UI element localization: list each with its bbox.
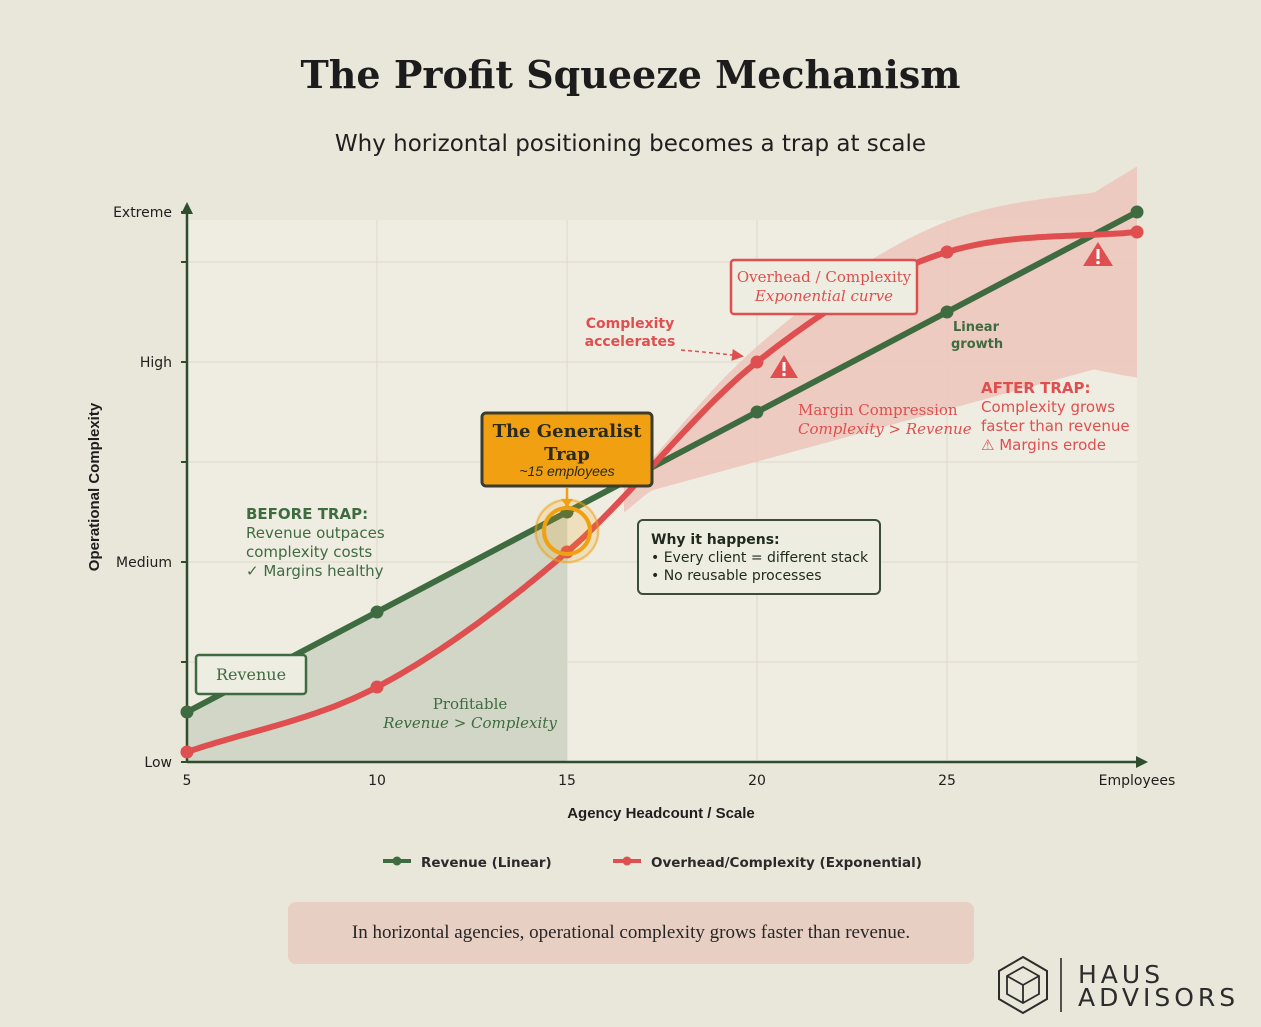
after-heading: AFTER TRAP: (981, 379, 1091, 397)
x-ticks: 5 10 15 20 25 Employees (183, 773, 1176, 789)
profitable-zone (187, 512, 567, 762)
overhead-point (1130, 225, 1144, 239)
y-tick-label: High (140, 355, 172, 371)
why-line-1: • Every client = different stack (651, 550, 869, 566)
revenue-label: Revenue (216, 665, 286, 684)
legend-marker (392, 856, 402, 866)
margin-compression-band (624, 166, 1137, 513)
y-axis-label: Operational Complexity (86, 402, 103, 571)
x-tick-label: 5 (183, 773, 192, 789)
y-tick-label: Medium (116, 555, 172, 571)
trap-title: The Generalist (493, 421, 643, 442)
complexity-accelerates-note: Complexity accelerates (585, 316, 676, 350)
y-ticks: Low Medium High Extreme (113, 205, 187, 771)
linear-line-2: growth (951, 337, 1003, 352)
profitable-label: Profitable Revenue > Complexity (382, 695, 557, 732)
overhead-label-box: Overhead / Complexity Exponential curve (729, 258, 919, 316)
x-axis-label: Agency Headcount / Scale (567, 805, 755, 822)
linear-growth-label: Linear growth (951, 320, 1003, 352)
before-line-3: ✓ Margins healthy (246, 562, 384, 580)
series-line-revenue (184, 209, 1140, 715)
x-tick-label: 15 (558, 773, 576, 789)
page-title: The Profit Squeeze Mechanism (300, 52, 961, 97)
trap-subtitle: ~15 employees (519, 463, 614, 479)
legend: Revenue (Linear) Overhead/Complexity (Exp… (383, 855, 922, 871)
legend-label: Revenue (Linear) (421, 855, 552, 871)
y-tick-label: Extreme (113, 205, 172, 221)
warning-icon (770, 355, 798, 378)
overhead-point (750, 355, 764, 369)
revenue-label-box: Revenue (194, 653, 308, 696)
overhead-point (370, 680, 384, 694)
overhead-point (180, 745, 194, 759)
series-line-overhead (184, 229, 1140, 755)
profitable-line-1: Profitable (433, 695, 508, 713)
revenue-point (940, 305, 954, 319)
overhead-point (940, 245, 954, 259)
footer-message: In horizontal agencies, operational comp… (288, 902, 974, 964)
revenue-point (1130, 205, 1144, 219)
logo-text-haus: HAUS (1078, 960, 1165, 989)
complexity-line-1: Complexity (586, 316, 674, 332)
before-line-1: Revenue outpaces (246, 524, 385, 542)
trap-marker (534, 488, 600, 564)
y-tick-label: Low (144, 755, 172, 771)
after-line-2: faster than revenue (981, 417, 1130, 435)
trap-callout: The Generalist Trap ~15 employees (480, 411, 654, 488)
why-heading: Why it happens: (651, 532, 780, 548)
page-subtitle: Why horizontal positioning becomes a tra… (334, 131, 927, 157)
before-heading: BEFORE TRAP: (246, 505, 368, 523)
x-tick-label: 20 (748, 773, 766, 789)
overhead-box-line-1: Overhead / Complexity (737, 268, 912, 286)
margin-compression-label: Margin Compression Complexity > Revenue (798, 401, 972, 438)
hexagon-cube-icon (998, 955, 1062, 1015)
after-line-1: Complexity grows (981, 398, 1115, 416)
revenue-point (370, 605, 384, 619)
linear-line-1: Linear (953, 320, 1000, 335)
complexity-line-2: accelerates (585, 334, 676, 350)
revenue-point (180, 705, 194, 719)
before-line-2: complexity costs (246, 543, 372, 561)
profitable-line-2: Revenue > Complexity (382, 714, 557, 732)
after-trap-note: AFTER TRAP: Complexity grows faster than… (981, 379, 1130, 454)
warning-icon (1083, 242, 1113, 266)
revenue-point (750, 405, 764, 419)
x-tick-label: 10 (368, 773, 386, 789)
margin-line-2: Complexity > Revenue (798, 420, 972, 438)
why-it-happens-box: Why it happens: • Every client = differe… (637, 519, 881, 595)
x-tick-label: 25 (938, 773, 956, 789)
legend-label: Overhead/Complexity (Exponential) (651, 855, 922, 871)
x-axis-arrow-icon (1136, 756, 1148, 768)
x-tick-label: Employees (1099, 773, 1176, 789)
logo-text-advisors: ADVISORS (1078, 983, 1240, 1012)
after-line-3: ⚠ Margins erode (981, 436, 1106, 454)
before-trap-note: BEFORE TRAP: Revenue outpaces complexity… (246, 505, 385, 580)
trap-title-cont: Trap (544, 444, 590, 465)
overhead-box-line-2: Exponential curve (754, 287, 893, 305)
why-line-2: • No reusable processes (651, 568, 822, 584)
margin-line-1: Margin Compression (798, 401, 958, 419)
legend-marker (622, 856, 632, 866)
